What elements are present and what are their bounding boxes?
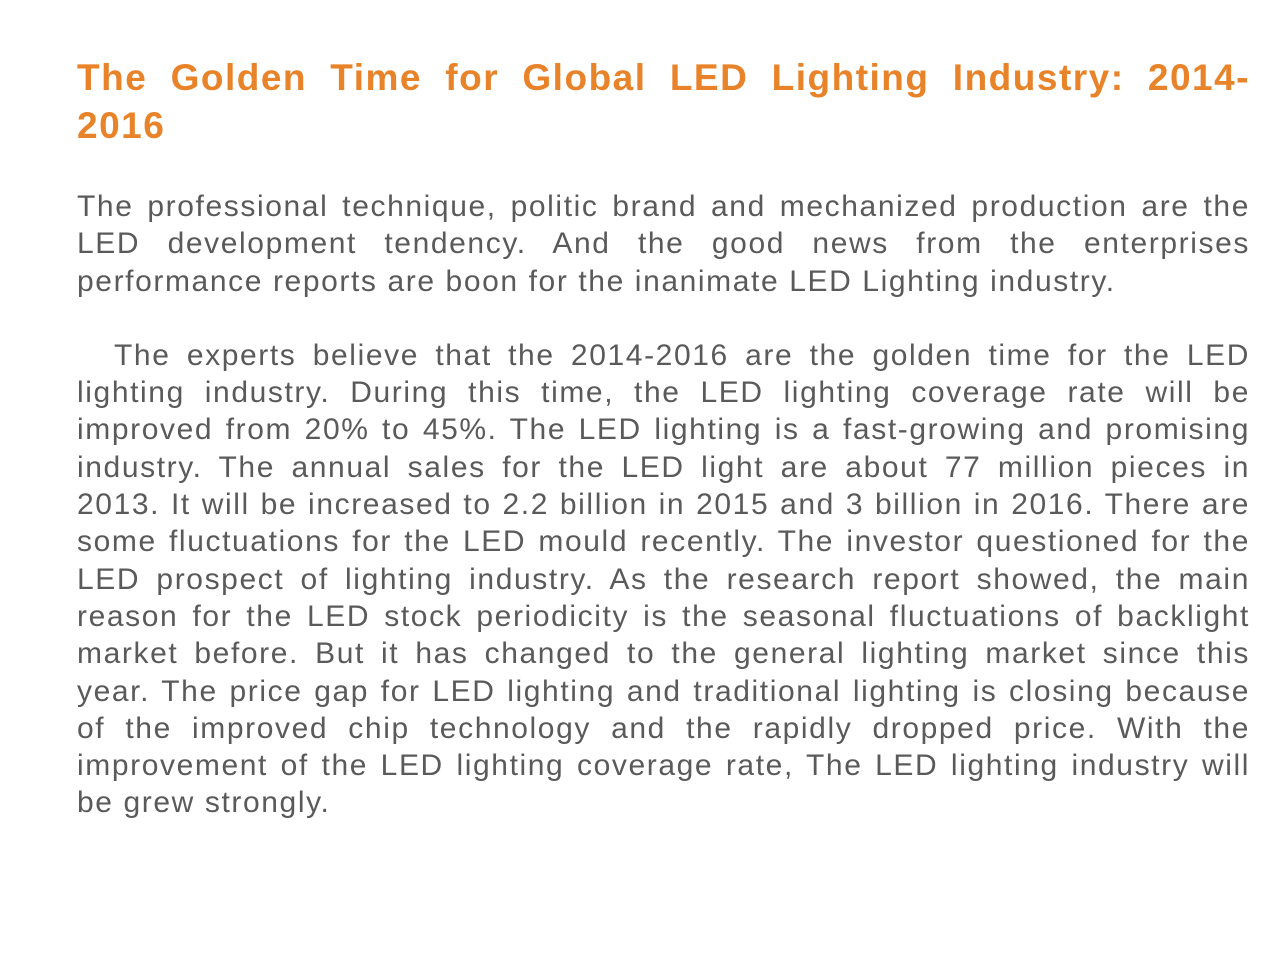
article-paragraph-1: The professional technique, politic bran… xyxy=(77,190,1250,298)
article-paragraph-2: The experts believe that the 2014-2016 a… xyxy=(77,338,1250,820)
article: The Golden Time for Global LED Lighting … xyxy=(77,54,1250,822)
article-title: The Golden Time for Global LED Lighting … xyxy=(77,57,1250,146)
